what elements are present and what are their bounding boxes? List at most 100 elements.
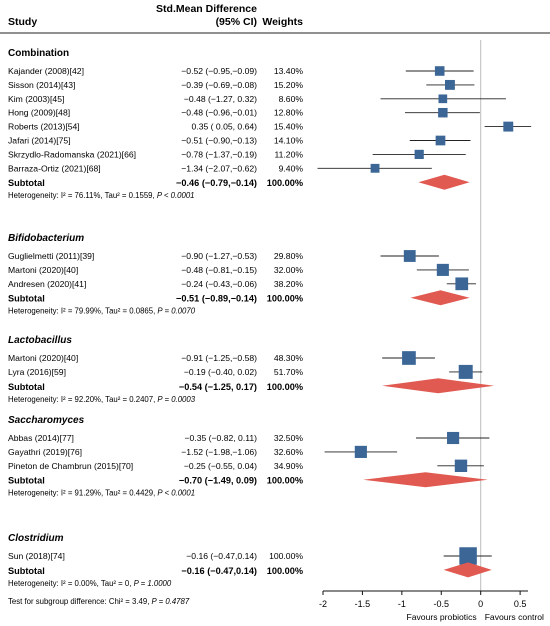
subtotal-label: Subtotal xyxy=(8,476,45,486)
subtotal-diamond xyxy=(418,174,470,190)
study-effect-ci: −1.52 (−1.98,−1.06) xyxy=(181,447,257,457)
study-label: Lyra (2016)[59] xyxy=(8,367,66,377)
subtotal-effect-ci: −0.51 (−0.89,−0.14) xyxy=(176,294,257,304)
study-effect-ci: −0.48 (−0.81,−0.15) xyxy=(181,265,257,275)
study-label: Gayathri (2019)[76] xyxy=(8,447,82,457)
subgroup-test: Test for subgroup difference: Chi² = 3.4… xyxy=(8,597,190,606)
study-effect-ci: −0.78 (−1.37,−0.19) xyxy=(181,149,257,159)
study-effect-ci: −0.91 (−1.25,−0.58) xyxy=(181,353,257,363)
subtotal-diamond xyxy=(382,378,495,394)
study-marker xyxy=(403,250,416,262)
x-tick-label: -1.5 xyxy=(355,599,371,609)
study-effect-ci: −0.25 (−0.55, 0.04) xyxy=(184,461,257,471)
group-title: Clostridium xyxy=(8,533,64,544)
group-title: Saccharomyces xyxy=(8,415,85,426)
study-marker xyxy=(434,66,445,76)
heterogeneity-stats: Heterogeneity: I² = 92.20%, Tau² = 0.240… xyxy=(8,395,196,404)
study-effect-ci: 0.35 ( 0.05, 0.64) xyxy=(192,122,258,132)
subtotal-label: Subtotal xyxy=(8,178,45,188)
subtotal-weight: 100.00% xyxy=(267,294,303,304)
study-marker xyxy=(370,163,380,173)
study-label: Sisson (2014)[43] xyxy=(8,80,75,90)
group-title: Combination xyxy=(8,48,69,59)
study-label: Sun (2018)[74] xyxy=(8,551,65,561)
study-label: Jafari (2014)[75] xyxy=(8,136,71,146)
study-label: Andresen (2020)[41] xyxy=(8,279,86,289)
subtotal-effect-ci: −0.16 (−0.47,0.14) xyxy=(181,566,257,576)
x-tick-label: 0.5 xyxy=(514,599,527,609)
header-effect-ci: (95% CI) xyxy=(216,16,257,28)
study-weight: 29.80% xyxy=(274,251,304,261)
heterogeneity-stats: Heterogeneity: I² = 0.00%, Tau² = 0, P =… xyxy=(8,579,172,588)
subtotal-label: Subtotal xyxy=(8,382,45,392)
favours-control-label: Favours control xyxy=(485,612,544,622)
study-weight: 48.30% xyxy=(274,353,304,363)
study-effect-ci: −0.24 (−0.43,−0.06) xyxy=(181,279,257,289)
x-tick-label: -0.5 xyxy=(434,599,450,609)
subtotal-weight: 100.00% xyxy=(267,566,303,576)
study-label: Skrzydlo-Radomanska (2021)[66] xyxy=(8,149,136,159)
study-label: Barraza-Ortiz (2021)[68] xyxy=(8,163,101,173)
study-marker xyxy=(454,459,468,472)
study-weight: 32.50% xyxy=(274,433,304,443)
study-weight: 51.70% xyxy=(274,367,304,377)
subtotal-effect-ci: −0.54 (−1.25, 0.17) xyxy=(179,382,257,392)
heterogeneity-stats: Heterogeneity: I² = 79.99%, Tau² = 0.086… xyxy=(8,307,196,316)
study-effect-ci: −0.48 (−1.27, 0.32) xyxy=(184,94,257,104)
study-effect-ci: −0.19 (−0.40, 0.02) xyxy=(184,367,257,377)
subtotal-effect-ci: −0.46 (−0.79,−0.14) xyxy=(176,178,257,188)
subtotal-effect-ci: −0.70 (−1.49, 0.09) xyxy=(179,476,257,486)
study-effect-ci: −0.39 (−0.69,−0.08) xyxy=(181,80,257,90)
study-label: Kim (2003)[45] xyxy=(8,94,64,104)
study-marker xyxy=(459,547,477,565)
x-tick-label: -2 xyxy=(319,599,327,609)
study-weight: 8.60% xyxy=(279,94,304,104)
study-weight: 34.90% xyxy=(274,461,304,471)
group-title: Lactobacillus xyxy=(8,335,72,346)
study-label: Roberts (2013)[54] xyxy=(8,122,80,132)
study-weight: 32.60% xyxy=(274,447,304,457)
study-effect-ci: −0.35 (−0.82, 0.11) xyxy=(185,433,258,443)
heterogeneity-stats: Heterogeneity: I² = 91.29%, Tau² = 0.442… xyxy=(8,489,195,498)
study-marker xyxy=(447,431,460,445)
study-weight: 38.20% xyxy=(274,279,304,289)
subtotal-weight: 100.00% xyxy=(267,476,303,486)
header-study: Study xyxy=(8,16,37,28)
heterogeneity-stats: Heterogeneity: I² = 76.11%, Tau² = 0.155… xyxy=(8,191,195,200)
x-tick-label: 0 xyxy=(478,599,483,609)
subtotal-diamond xyxy=(410,290,470,306)
study-marker xyxy=(435,135,446,146)
subtotal-diamond xyxy=(443,562,492,578)
study-marker xyxy=(455,277,469,291)
header-weights: Weights xyxy=(262,16,303,28)
study-weight: 14.10% xyxy=(274,136,304,146)
study-weight: 15.40% xyxy=(274,122,304,132)
study-effect-ci: −0.90 (−1.27,−0.53) xyxy=(181,251,257,261)
study-effect-ci: −0.16 (−0.47,0.14) xyxy=(186,551,257,561)
study-effect-ci: −0.51 (−0.90,−0.13) xyxy=(181,136,257,146)
study-weight: 100.00% xyxy=(269,551,303,561)
study-marker xyxy=(402,351,416,365)
favours-probiotics-label: Favours probiotics xyxy=(406,612,476,622)
study-weight: 13.40% xyxy=(274,66,304,76)
study-weight: 12.80% xyxy=(274,108,304,118)
subtotal-label: Subtotal xyxy=(8,566,45,576)
study-marker xyxy=(438,107,448,118)
study-weight: 11.20% xyxy=(274,149,303,159)
study-marker xyxy=(354,445,367,458)
study-label: Martoni (2020)[40] xyxy=(8,265,78,275)
subtotal-weight: 100.00% xyxy=(267,178,303,188)
study-label: Guglielmetti (2011)[39] xyxy=(8,251,94,261)
study-label: Martoni (2020)[40] xyxy=(8,353,78,363)
study-marker xyxy=(445,79,455,90)
subtotal-label: Subtotal xyxy=(8,294,45,304)
study-label: Hong (2009)[48] xyxy=(8,108,70,118)
study-label: Kajander (2008)[42] xyxy=(8,66,84,76)
study-weight: 15.20% xyxy=(274,80,304,90)
subtotal-weight: 100.00% xyxy=(267,382,303,392)
study-label: Pineton de Chambrun (2015)[70] xyxy=(8,461,133,471)
study-effect-ci: −1.34 (−2.07,−0.62) xyxy=(181,163,257,173)
study-effect-ci: −0.48 (−0.96,−0.01) xyxy=(181,108,257,118)
study-marker xyxy=(458,364,473,379)
